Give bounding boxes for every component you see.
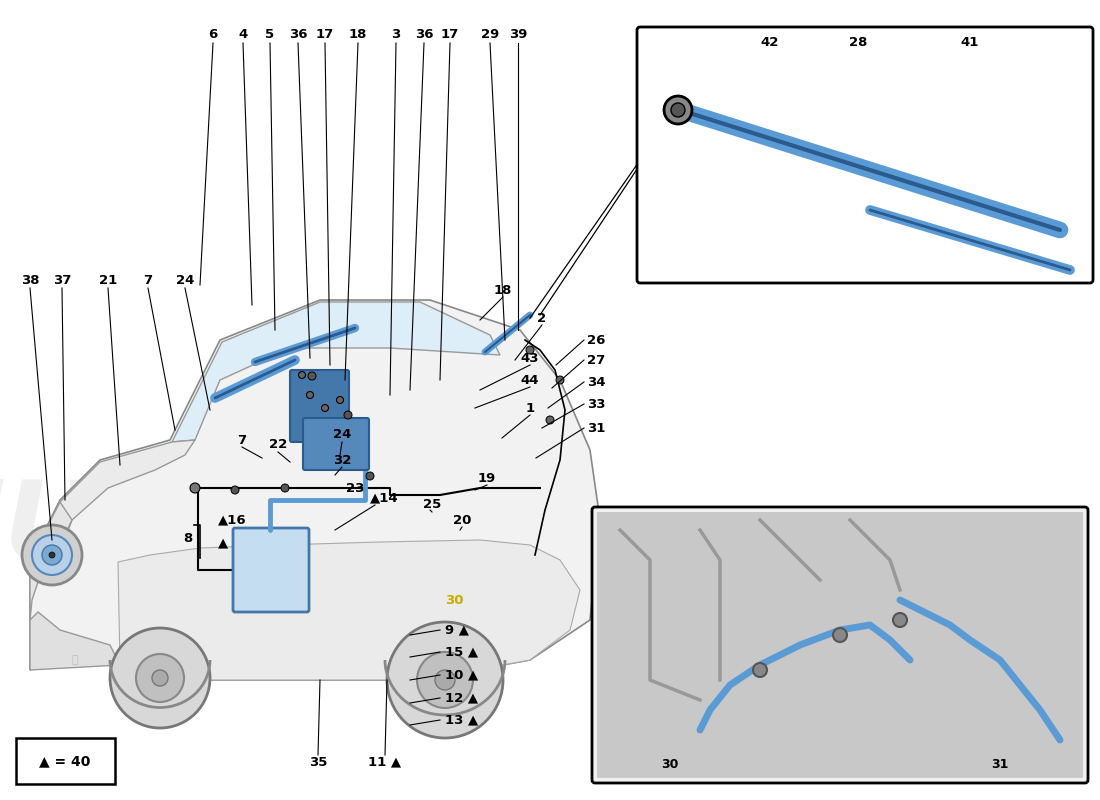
Text: 18: 18 (494, 283, 513, 297)
Text: 44: 44 (520, 374, 539, 386)
Circle shape (556, 376, 564, 384)
Text: 39: 39 (509, 29, 527, 42)
Circle shape (136, 654, 184, 702)
Text: ▲ = 40: ▲ = 40 (40, 754, 90, 768)
Circle shape (833, 628, 847, 642)
Text: 11 ▲: 11 ▲ (368, 755, 402, 769)
Text: 31: 31 (991, 758, 1009, 771)
Text: 42: 42 (761, 35, 779, 49)
Text: 32: 32 (333, 454, 351, 466)
Text: 33: 33 (587, 398, 605, 410)
Text: 30: 30 (661, 758, 679, 771)
Circle shape (308, 372, 316, 380)
FancyBboxPatch shape (233, 528, 309, 612)
Text: a passion for parts since 1985: a passion for parts since 1985 (167, 589, 493, 711)
Text: 26: 26 (587, 334, 605, 346)
Circle shape (754, 663, 767, 677)
Circle shape (321, 405, 329, 411)
Text: 38: 38 (21, 274, 40, 286)
FancyBboxPatch shape (302, 418, 368, 470)
Text: 9 ▲: 9 ▲ (446, 623, 469, 637)
Text: 10 ▲: 10 ▲ (446, 669, 478, 682)
Polygon shape (30, 502, 72, 620)
Text: 5: 5 (265, 29, 275, 42)
Text: 36: 36 (415, 29, 433, 42)
Text: 中: 中 (72, 655, 78, 665)
Circle shape (32, 535, 72, 575)
Circle shape (366, 472, 374, 480)
Circle shape (307, 391, 314, 398)
Text: 15 ▲: 15 ▲ (446, 646, 478, 658)
Circle shape (298, 371, 306, 378)
Text: 3: 3 (392, 29, 400, 42)
Text: 35: 35 (309, 755, 327, 769)
Text: 41: 41 (960, 35, 979, 49)
Circle shape (280, 484, 289, 492)
Text: 4: 4 (239, 29, 248, 42)
Text: 18: 18 (349, 29, 367, 42)
Text: 7: 7 (238, 434, 246, 446)
Circle shape (893, 613, 907, 627)
Text: 28: 28 (849, 35, 867, 49)
Polygon shape (58, 440, 195, 558)
FancyBboxPatch shape (290, 370, 349, 442)
Text: 37: 37 (53, 274, 72, 286)
Text: 1: 1 (526, 402, 535, 414)
FancyBboxPatch shape (597, 512, 1084, 778)
Text: 25: 25 (422, 498, 441, 511)
Text: 24: 24 (176, 274, 195, 286)
Text: 17: 17 (316, 29, 334, 42)
Text: 27: 27 (587, 354, 605, 366)
Text: 19: 19 (477, 471, 496, 485)
Text: 2: 2 (538, 311, 547, 325)
Circle shape (50, 552, 55, 558)
Circle shape (344, 411, 352, 419)
Text: ▲16: ▲16 (218, 514, 246, 526)
Circle shape (387, 622, 503, 738)
Text: 30: 30 (446, 594, 463, 606)
Circle shape (434, 670, 455, 690)
Circle shape (526, 346, 534, 354)
Circle shape (152, 670, 168, 686)
Text: ▲: ▲ (218, 537, 229, 550)
Polygon shape (118, 540, 580, 680)
Text: 36: 36 (288, 29, 307, 42)
FancyBboxPatch shape (592, 507, 1088, 783)
Circle shape (231, 486, 239, 494)
Text: 6: 6 (208, 29, 218, 42)
Polygon shape (30, 300, 600, 680)
FancyBboxPatch shape (637, 27, 1093, 283)
Circle shape (110, 628, 210, 728)
Text: 43: 43 (520, 351, 539, 365)
Text: 21: 21 (99, 274, 117, 286)
Polygon shape (30, 612, 120, 670)
Text: 22: 22 (268, 438, 287, 451)
Text: 17: 17 (441, 29, 459, 42)
Text: 29: 29 (481, 29, 499, 42)
Circle shape (22, 525, 82, 585)
Circle shape (671, 103, 685, 117)
Circle shape (190, 483, 200, 493)
Text: 20: 20 (453, 514, 471, 526)
FancyBboxPatch shape (16, 738, 116, 784)
Circle shape (42, 545, 62, 565)
Text: 23: 23 (345, 482, 364, 494)
Text: ▲14: ▲14 (370, 491, 398, 505)
Text: 34: 34 (587, 375, 605, 389)
Text: EUROPES: EUROPES (0, 477, 512, 583)
Text: 31: 31 (587, 422, 605, 434)
Text: 13 ▲: 13 ▲ (446, 714, 478, 726)
Circle shape (546, 416, 554, 424)
Polygon shape (172, 302, 500, 442)
Text: 24: 24 (333, 429, 351, 442)
Text: 7: 7 (143, 274, 153, 286)
Text: 8: 8 (183, 531, 192, 545)
Circle shape (664, 96, 692, 124)
Text: 12 ▲: 12 ▲ (446, 691, 478, 705)
Circle shape (417, 652, 473, 708)
Circle shape (337, 397, 343, 403)
